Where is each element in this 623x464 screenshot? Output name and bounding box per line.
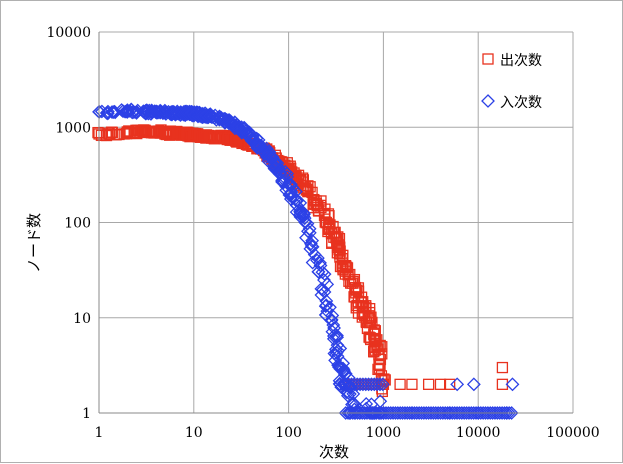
x-axis-title: 次数 — [319, 443, 349, 461]
x-tick-label-5: 100000 — [546, 425, 599, 441]
x-tick-label-2: 100 — [275, 425, 302, 441]
y-tick-label-4: 10000 — [46, 25, 91, 41]
point-1-cloud — [284, 189, 299, 204]
point-1-cloud — [330, 328, 344, 343]
point-0-cloud — [374, 353, 387, 366]
point-0-cloud — [340, 261, 353, 273]
y-tick-label-0: 1 — [82, 406, 91, 422]
point-0-cloud — [339, 259, 352, 272]
point-1-cloud — [328, 348, 343, 362]
y-axis-title: ノード数 — [25, 213, 43, 273]
y-tick-label-2: 100 — [64, 216, 91, 232]
point-1-cloud — [304, 236, 318, 251]
point-1-row — [373, 377, 387, 392]
point-1-row — [370, 377, 385, 392]
point-0-cloud — [300, 184, 312, 196]
point-0-cloud — [357, 296, 369, 308]
point-0-cloud — [376, 341, 388, 353]
point-0-cloud — [333, 243, 345, 256]
point-1-cloud — [259, 149, 274, 164]
point-0-cloud — [349, 281, 361, 294]
point-0-38 — [496, 361, 509, 374]
point-1-row — [502, 406, 517, 420]
point-1-row — [375, 377, 390, 392]
point-1-cloud — [125, 105, 140, 120]
point-1-cloud — [267, 158, 281, 172]
point-0-37 — [444, 378, 456, 390]
point-0-35 — [422, 378, 435, 390]
point-1-cloud — [330, 330, 345, 345]
point-1-31 — [450, 377, 465, 392]
axes: 1 10 100 1000 10000 100000 1 10 100 1000 10000 次数 ノー… — [25, 25, 600, 461]
x-tick-label-3: 1000 — [366, 425, 402, 441]
point-0-cloud — [364, 303, 376, 315]
point-0-cloud — [104, 128, 116, 141]
legend-marker-1 — [481, 94, 495, 108]
point-1-cloud — [329, 345, 344, 360]
point-0-cloud — [368, 327, 380, 339]
point-1-cloud — [276, 169, 291, 184]
legend-item-0: 出次数 — [482, 53, 542, 69]
point-1-cloud — [297, 211, 312, 226]
point-0-cloud — [323, 210, 335, 222]
point-1-cloud — [305, 233, 320, 248]
series-1 — [92, 102, 520, 420]
data-points — [92, 102, 520, 420]
point-1-row — [504, 406, 519, 420]
point-1-cloud — [325, 308, 340, 323]
point-1-cloud — [318, 299, 333, 314]
series-0 — [92, 124, 509, 398]
point-0-cloud — [301, 183, 313, 195]
legend-item-1: 入次数 — [481, 94, 542, 111]
point-0-cloud — [92, 126, 104, 139]
legend-label-0: 出次数 — [500, 53, 542, 69]
point-1-cloud — [245, 129, 260, 143]
point-0-cloud — [373, 362, 386, 374]
point-1-row — [499, 406, 514, 420]
point-1-cloud — [120, 105, 135, 119]
point-0-cloud — [366, 316, 378, 329]
x-tick-label-4: 10000 — [456, 425, 501, 441]
y-tick-label-3: 1000 — [55, 120, 91, 136]
point-0-34 — [406, 378, 418, 390]
point-1-cloud — [301, 224, 315, 239]
point-1-32 — [466, 377, 481, 392]
point-1-35 — [505, 377, 520, 392]
point-1-cloud — [116, 104, 130, 119]
point-1-cloud — [317, 285, 332, 299]
x-tick-label-0: 1 — [95, 425, 104, 441]
x-tick-label-1: 10 — [185, 425, 203, 441]
point-1-cloud — [293, 209, 308, 224]
point-0-36 — [434, 378, 447, 390]
point-1-cloud — [195, 110, 210, 125]
point-1-cloud — [320, 277, 335, 292]
point-0-33 — [394, 378, 406, 390]
point-1-cloud — [338, 366, 353, 381]
point-1-cloud — [203, 109, 218, 123]
legend-label-1: 入次数 — [500, 95, 542, 111]
point-1-cloud — [314, 288, 329, 302]
point-0-cloud — [294, 173, 307, 186]
legend-marker-0 — [482, 53, 494, 65]
y-tick-label-1: 10 — [73, 311, 91, 327]
